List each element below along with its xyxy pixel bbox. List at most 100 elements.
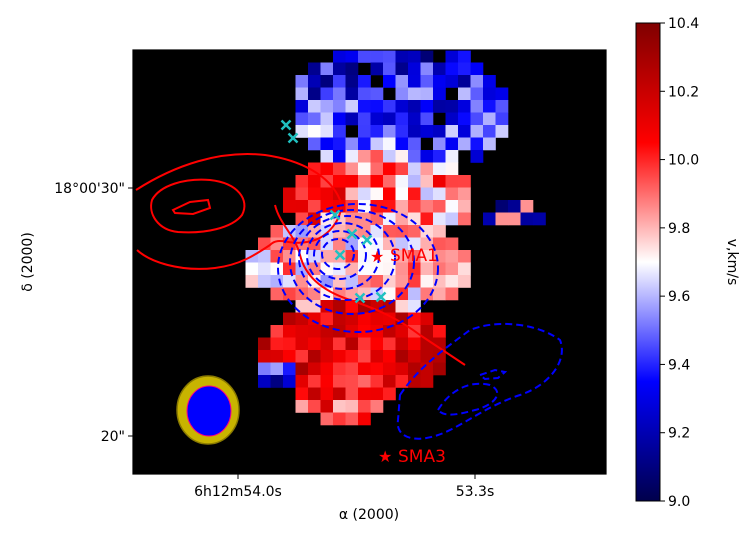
heatmap-cell <box>458 50 471 63</box>
heatmap-cell <box>345 112 359 126</box>
heatmap-cell <box>370 50 384 63</box>
heatmap-cell <box>395 100 409 113</box>
heatmap-cell <box>408 112 421 126</box>
heatmap-cell <box>320 125 334 138</box>
heatmap-cell <box>370 400 384 413</box>
heatmap-cell <box>408 375 421 388</box>
heatmap-cell <box>245 262 259 276</box>
heatmap-cell <box>345 412 359 426</box>
colorbar-tick-label-3: 9.6 <box>668 289 690 305</box>
heatmap-cell <box>433 187 446 201</box>
heatmap-cell <box>320 387 334 401</box>
heatmap-cell <box>283 262 296 276</box>
heatmap-cell <box>408 212 421 226</box>
heatmap-cell <box>420 100 434 113</box>
heatmap-cell <box>358 100 371 113</box>
heatmap-cell <box>395 75 409 88</box>
heatmap-cell <box>395 300 409 313</box>
sma3-star-icon: ★ <box>378 447 392 466</box>
heatmap-cell <box>333 412 346 426</box>
heatmap-cell <box>370 87 384 101</box>
heatmap-cell <box>283 250 296 263</box>
heatmap-cell <box>495 87 509 101</box>
contours <box>135 153 563 440</box>
heatmap-cell <box>370 275 384 288</box>
heatmap-cell <box>383 100 396 113</box>
heatmap-cell <box>258 250 271 263</box>
heatmap-cell <box>433 275 446 288</box>
heatmap-cell <box>320 350 334 363</box>
heatmap-cell <box>245 275 259 288</box>
heatmap-cell <box>383 75 396 88</box>
heatmap-cell <box>270 250 284 263</box>
heatmap-cell <box>433 325 446 338</box>
red-contour-outer <box>135 153 342 270</box>
heatmap-cell <box>420 162 434 176</box>
heatmap-cell <box>345 162 359 176</box>
heatmap-cell <box>383 300 396 313</box>
heatmap-cell <box>270 275 284 288</box>
heatmap-cell <box>295 100 309 113</box>
heatmap-cell <box>408 162 421 176</box>
heatmap-cell <box>433 87 446 101</box>
heatmap-cell <box>445 112 459 126</box>
heatmap-cell <box>520 212 534 226</box>
heatmap-cell <box>358 312 371 326</box>
velocity-map <box>245 50 546 426</box>
heatmap-cell <box>395 150 409 163</box>
heatmap-cell <box>483 100 496 113</box>
heatmap-cell <box>308 125 321 138</box>
heatmap-cell <box>358 337 371 351</box>
heatmap-cell <box>420 125 434 138</box>
heatmap-cell <box>345 300 359 313</box>
heatmap-cell <box>420 325 434 338</box>
heatmap-cell <box>408 75 421 88</box>
blue-contour-4 <box>306 222 380 290</box>
heatmap-cell <box>433 287 446 301</box>
cyan-x-marker-2 <box>329 209 341 221</box>
heatmap-cell <box>470 150 484 163</box>
heatmap-cell <box>420 112 434 126</box>
heatmap-cell <box>370 212 384 226</box>
heatmap-cell <box>445 50 459 63</box>
cyan-x-marker-4 <box>361 234 373 246</box>
heatmap-cell <box>408 187 421 201</box>
heatmap-cell <box>295 175 309 188</box>
heatmap-cell <box>408 62 421 76</box>
heatmap-cell <box>458 75 471 88</box>
heatmap-cell <box>445 250 459 263</box>
heatmap-cell <box>495 125 509 138</box>
heatmap-cell <box>458 262 471 276</box>
heatmap-cell <box>308 362 321 376</box>
heatmap-cell <box>320 337 334 351</box>
heatmap-cell <box>470 112 484 126</box>
heatmap-cell <box>470 125 484 138</box>
heatmap-cell <box>408 87 421 101</box>
heatmap-cell <box>420 375 434 388</box>
heatmap-cell <box>333 87 346 101</box>
heatmap-cell <box>383 287 396 301</box>
heatmap-cell <box>445 200 459 213</box>
sma1-star-icon: ★ <box>370 247 384 266</box>
heatmap-cell <box>420 350 434 363</box>
heatmap-cell <box>270 350 284 363</box>
heatmap-cell <box>308 175 321 188</box>
heatmap-cell <box>333 237 346 251</box>
heatmap-cell <box>295 262 309 276</box>
heatmap-cell <box>345 137 359 151</box>
heatmap-cell <box>370 187 384 201</box>
heatmap-cell <box>320 200 334 213</box>
heatmap-cell <box>283 325 296 338</box>
heatmap-cell <box>333 150 346 163</box>
heatmap-cell <box>370 387 384 401</box>
heatmap-cell <box>420 175 434 188</box>
heatmap-cell <box>295 187 309 201</box>
heatmap-cell <box>283 287 296 301</box>
heatmap-cell <box>395 362 409 376</box>
blue-contour-south-outer <box>396 323 563 440</box>
heatmap-cell <box>358 400 371 413</box>
heatmap-cell <box>308 375 321 388</box>
heatmap-cell <box>333 275 346 288</box>
blue-contour-1 <box>277 203 439 333</box>
heatmap-cell <box>320 75 334 88</box>
